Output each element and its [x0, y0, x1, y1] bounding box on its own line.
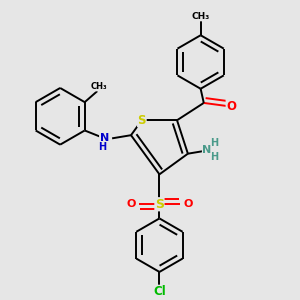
- Text: O: O: [183, 199, 193, 209]
- Text: CH₃: CH₃: [91, 82, 107, 91]
- Text: N: N: [202, 145, 212, 155]
- Text: S: S: [138, 114, 146, 127]
- Text: S: S: [155, 198, 164, 211]
- Text: H: H: [99, 142, 107, 152]
- Text: H: H: [211, 138, 219, 148]
- Text: H: H: [211, 152, 219, 163]
- Text: Cl: Cl: [153, 285, 166, 298]
- Text: CH₃: CH₃: [191, 12, 210, 21]
- Text: N: N: [100, 133, 109, 143]
- Text: O: O: [126, 199, 136, 209]
- Text: O: O: [226, 100, 236, 112]
